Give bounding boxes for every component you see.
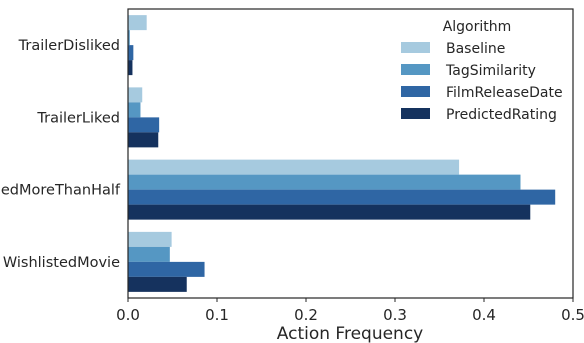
- x-axis-label: Action Frequency: [277, 324, 423, 343]
- bar-Baseline-TrailerLiked: [128, 87, 143, 103]
- bar-Baseline-TrailerDisliked: [128, 15, 147, 31]
- legend-swatch-PredictedRating: [401, 108, 430, 119]
- bar-Baseline-WatchedMoreThanHalf: [128, 159, 460, 175]
- bar-FilmReleaseDate-TrailerLiked: [128, 117, 160, 133]
- bar-FilmReleaseDate-WatchedMoreThanHalf: [128, 189, 556, 205]
- y-category-label: TrailerLiked: [36, 110, 120, 126]
- bar-TagSimilarity-WishlistedMovie: [128, 246, 170, 262]
- x-tick-label: 0.5: [561, 306, 584, 324]
- y-axis-categories: TrailerDisliked TrailerLiked hedMoreThanHa…: [0, 38, 121, 271]
- bar-FilmReleaseDate-WishlistedMovie: [128, 261, 205, 277]
- legend-swatch-TagSimilarity: [401, 64, 430, 75]
- bar-TagSimilarity-TrailerDisliked: [128, 30, 130, 46]
- bar-TagSimilarity-TrailerLiked: [128, 102, 141, 118]
- legend-label-PredictedRating: PredictedRating: [446, 107, 557, 123]
- legend-label-FilmReleaseDate: FilmReleaseDate: [446, 85, 563, 101]
- bar-PredictedRating-WatchedMoreThanHalf: [128, 204, 531, 220]
- bar-PredictedRating-TrailerDisliked: [128, 60, 133, 76]
- bar-Baseline-WishlistedMovie: [128, 231, 172, 247]
- x-tick-label: 0.3: [383, 306, 407, 324]
- x-tick-label: 0.0: [116, 306, 140, 324]
- x-tick-label: 0.1: [205, 306, 229, 324]
- legend-swatch-FilmReleaseDate: [401, 86, 430, 97]
- legend-label-TagSimilarity: TagSimilarity: [445, 63, 536, 79]
- x-axis-ticks: 0.0 0.1 0.2 0.3 0.4 0.5: [116, 298, 584, 324]
- y-category-label: TrailerDisliked: [18, 38, 120, 54]
- bar-PredictedRating-TrailerLiked: [128, 132, 159, 148]
- bar-PredictedRating-WishlistedMovie: [128, 276, 187, 292]
- bar-FilmReleaseDate-TrailerDisliked: [128, 45, 134, 61]
- legend-title: Algorithm: [443, 19, 512, 35]
- y-category-label: WishlistedMovie: [3, 255, 120, 271]
- legend-label-Baseline: Baseline: [446, 41, 505, 57]
- legend: Algorithm Baseline TagSimilarity FilmRelea…: [401, 19, 563, 123]
- x-tick-label: 0.4: [472, 306, 496, 324]
- bars-layer: [128, 15, 556, 292]
- y-category-label: hedMoreThanHalf: [0, 183, 121, 199]
- legend-swatch-Baseline: [401, 42, 430, 53]
- plot-frame: [127, 8, 574, 299]
- x-tick-label: 0.2: [294, 306, 318, 324]
- bar-TagSimilarity-WatchedMoreThanHalf: [128, 174, 521, 190]
